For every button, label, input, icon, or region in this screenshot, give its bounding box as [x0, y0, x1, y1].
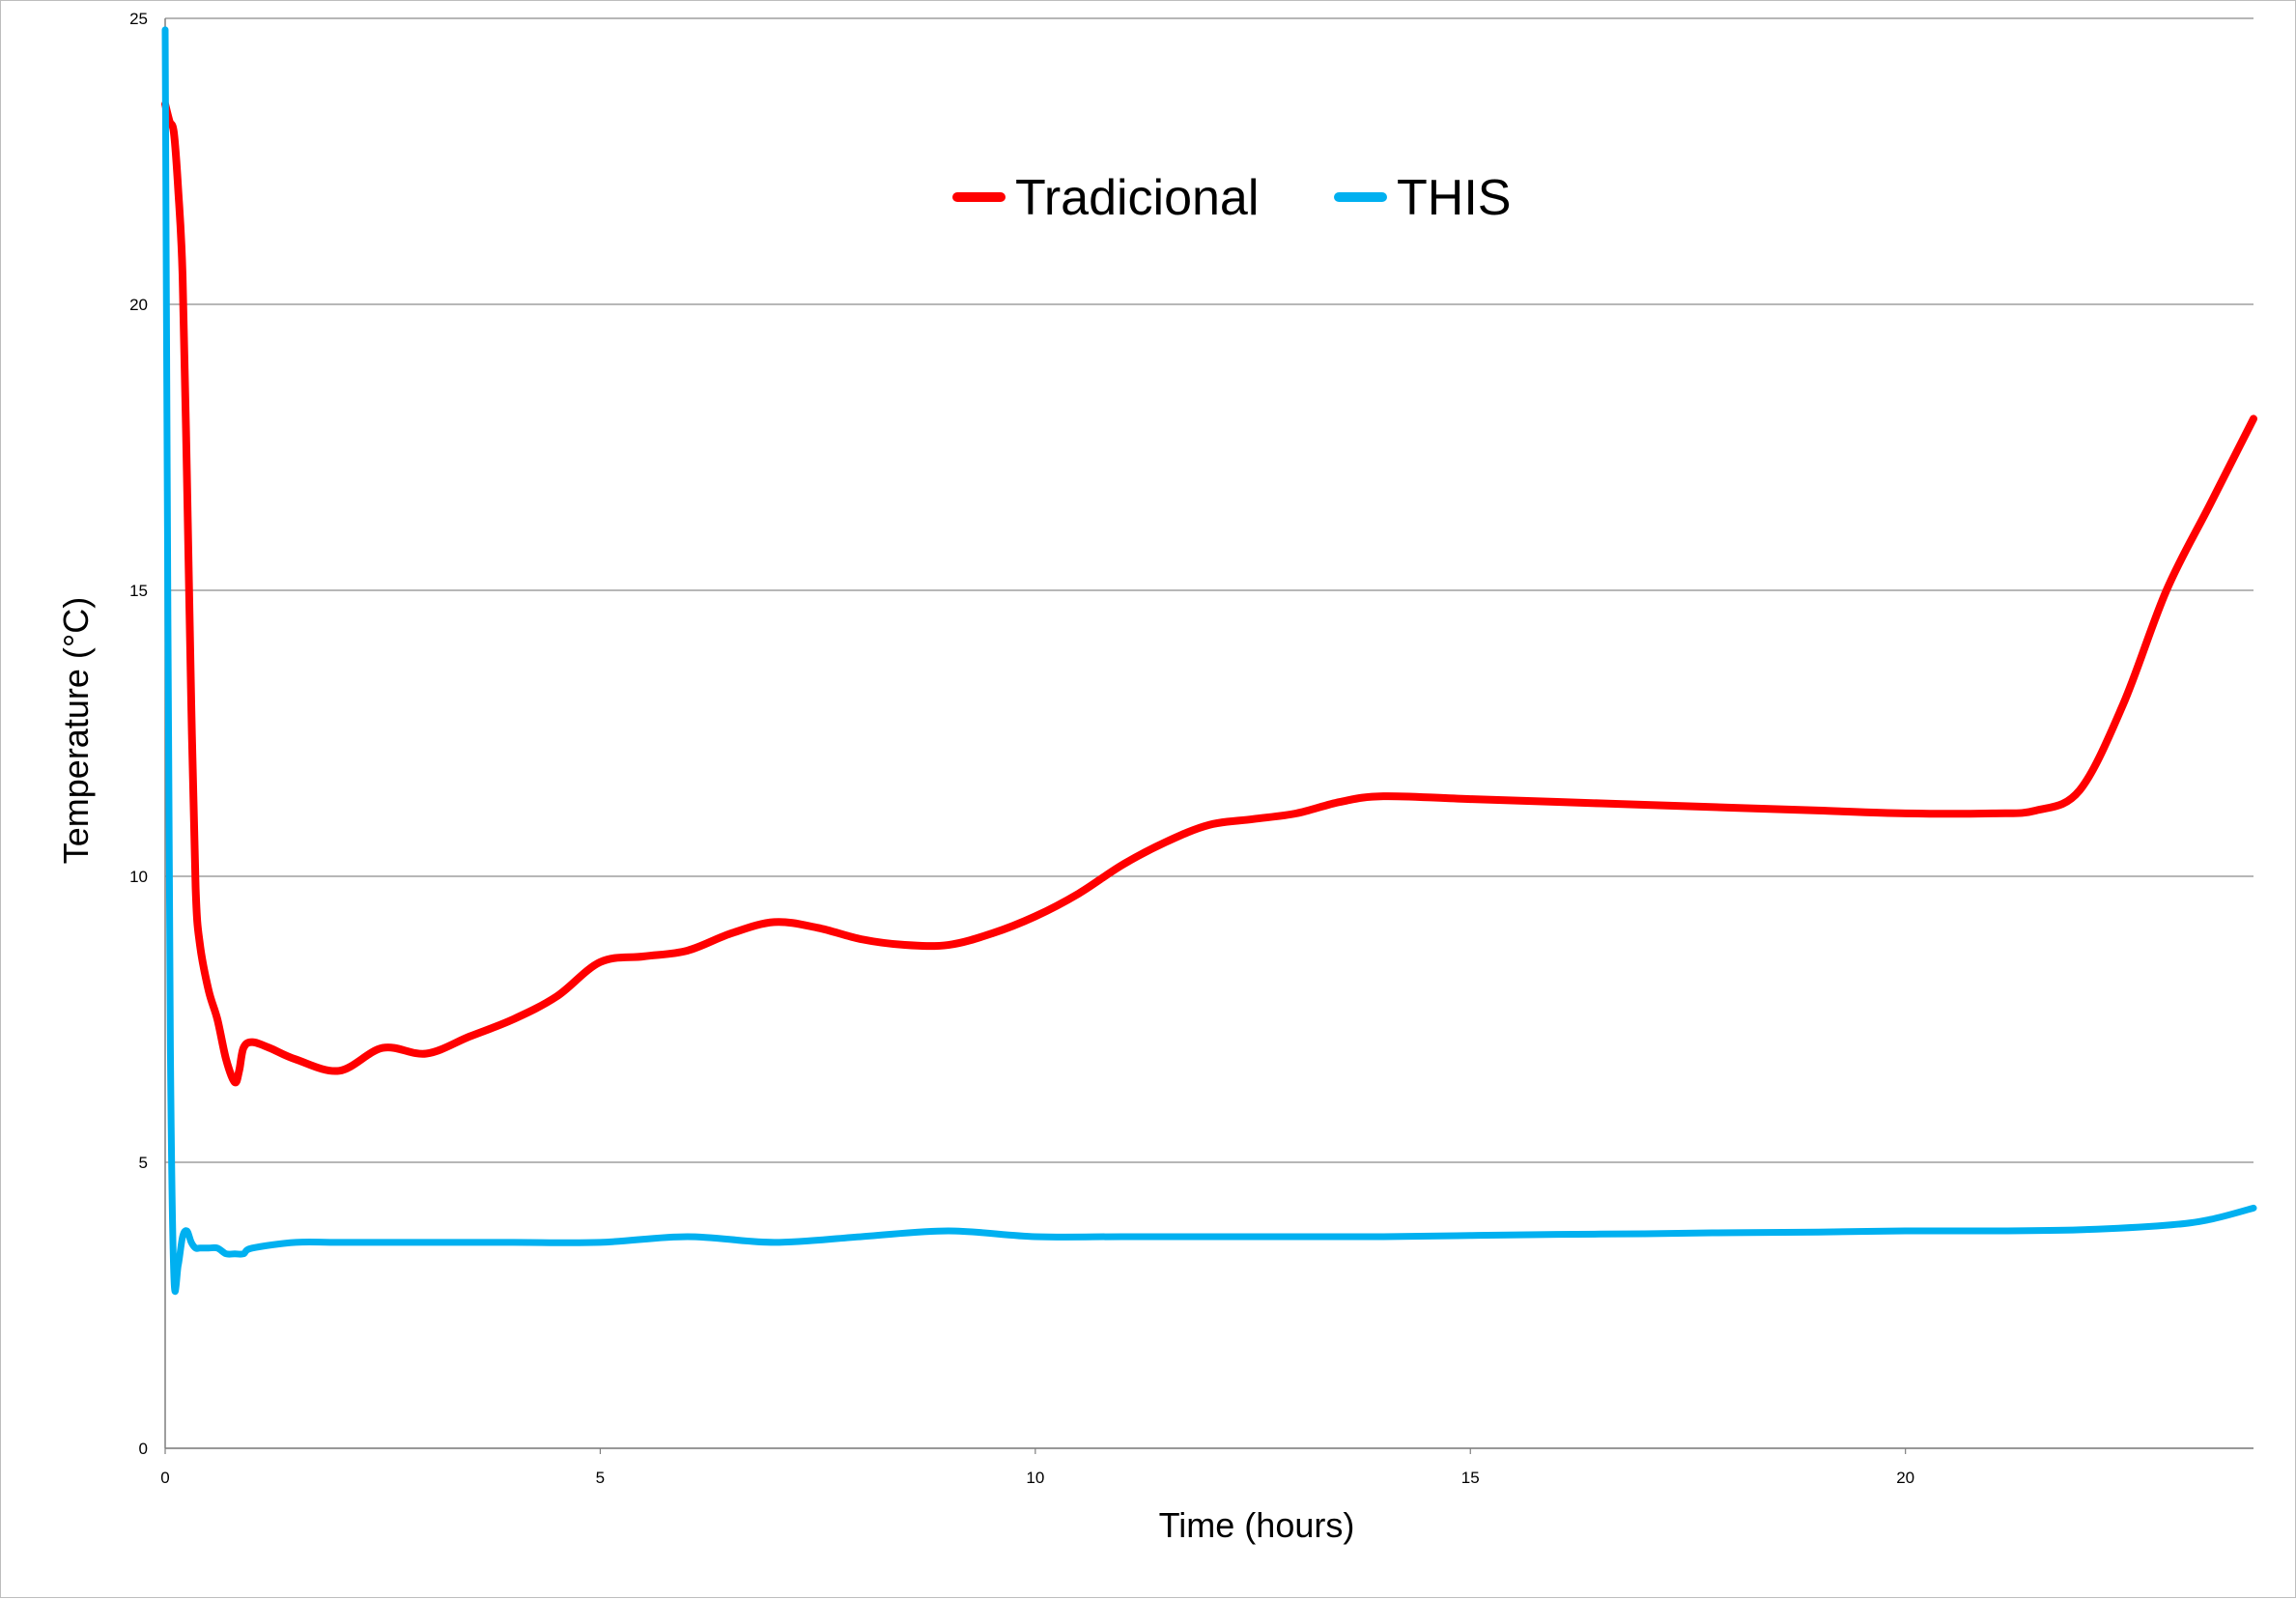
series-line-this [161, 26, 2257, 1296]
x-tick-labels: 0 5 10 15 20 [160, 1448, 1914, 1487]
x-tick-label: 0 [160, 1469, 169, 1487]
y-tick-label: 5 [139, 1154, 148, 1172]
y-axis-title: Temperature (°C) [56, 597, 96, 864]
x-axis-title: Time (hours) [1159, 1505, 1355, 1545]
legend-label-this: THIS [1397, 170, 1511, 226]
legend-label-tradicional: Tradicional [1015, 170, 1259, 226]
x-tick-label: 10 [1026, 1469, 1044, 1487]
y-tick-label: 0 [139, 1440, 148, 1458]
series-line-tradicional [161, 100, 2257, 1087]
y-tick-label: 25 [129, 10, 148, 28]
x-tick-label: 20 [1896, 1469, 1914, 1487]
legend: Tradicional THIS [952, 170, 1511, 226]
y-tick-label: 20 [129, 296, 148, 314]
x-tick-label: 5 [596, 1469, 605, 1487]
y-tick-label: 10 [129, 868, 148, 886]
y-tick-labels: 0 5 10 15 20 25 [129, 10, 148, 1458]
x-tick-label: 15 [1461, 1469, 1480, 1487]
y-tick-label: 15 [129, 582, 148, 600]
series-lines [161, 26, 2257, 1296]
